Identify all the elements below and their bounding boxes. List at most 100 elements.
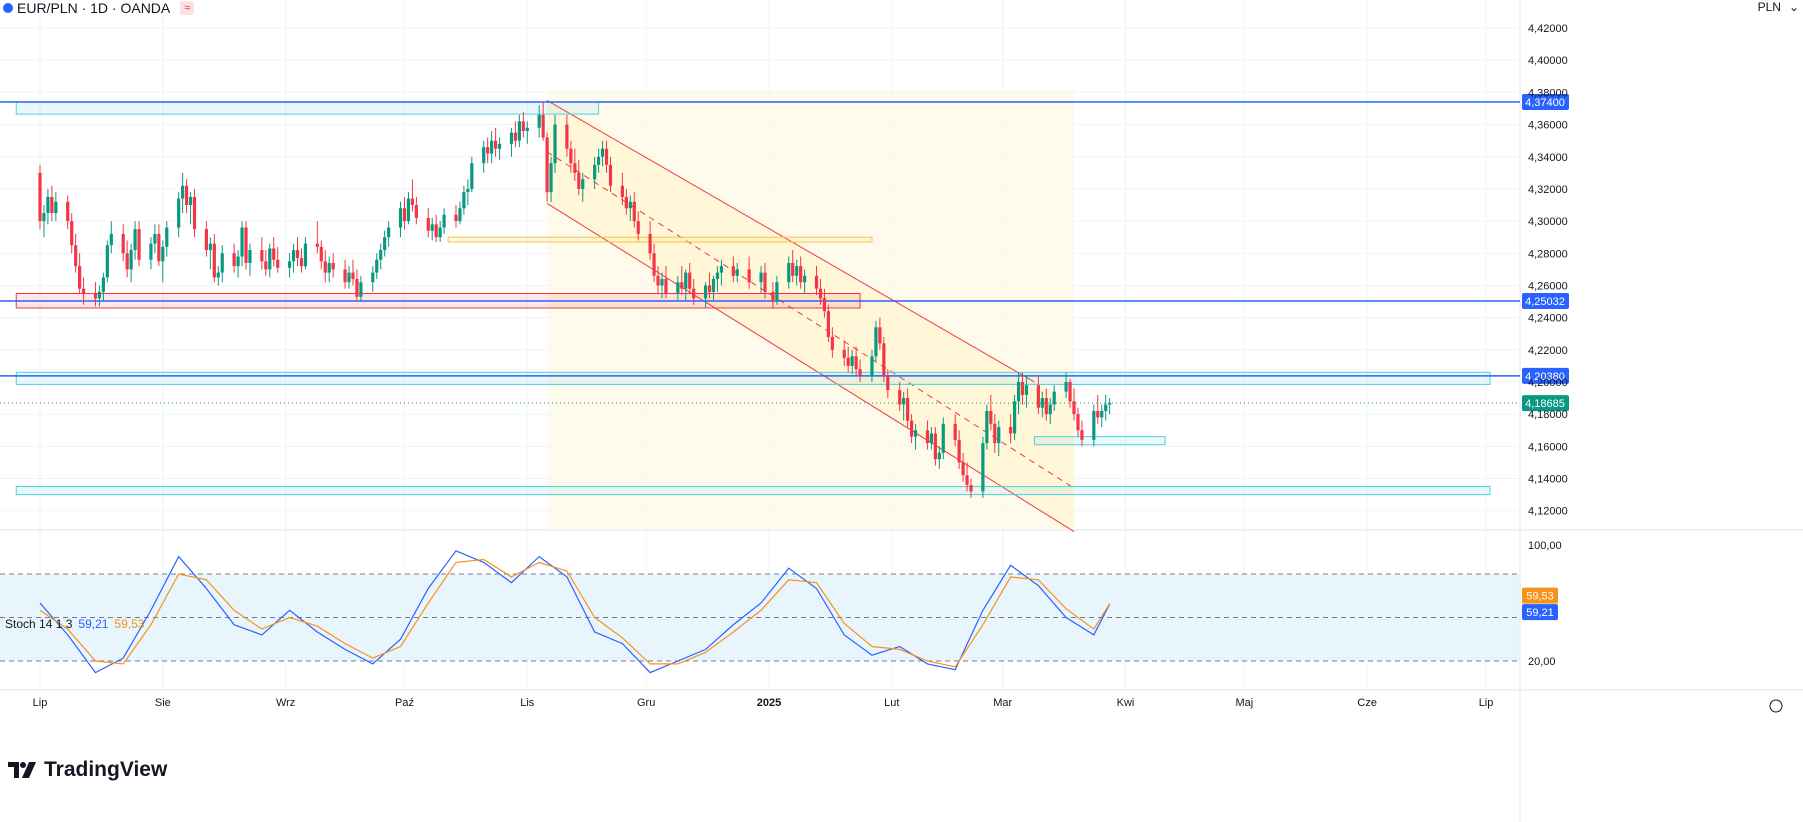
candle-body-2	[46, 196, 50, 214]
price-tick-9: 4,30000	[1528, 216, 1568, 228]
candle-body-12	[101, 277, 105, 292]
candle-body-27	[184, 185, 189, 206]
candle-body-31	[208, 243, 212, 251]
candle-body-127	[747, 269, 751, 283]
candle-body-190	[1104, 404, 1108, 411]
candle-body-55	[343, 269, 347, 283]
tradingview-logo[interactable]: TradingView	[8, 758, 167, 782]
candle-body-88	[521, 121, 525, 132]
candle-body-120	[703, 285, 708, 299]
candle-body-114	[664, 279, 668, 294]
candle-body-135	[799, 266, 803, 283]
time-tick-12: Lip	[1479, 697, 1494, 709]
time-tick-4: Lis	[520, 697, 535, 709]
candle-body-189	[1100, 410, 1104, 418]
candle-body-159	[933, 433, 937, 460]
candle-body-145	[854, 356, 858, 370]
candle-body-103	[604, 148, 609, 165]
last-price-label: 4,18685	[1525, 398, 1565, 410]
candle-body-67	[406, 198, 411, 222]
candle-body-122	[711, 279, 716, 292]
candle-body-163	[957, 439, 961, 463]
candle-body-33	[216, 272, 220, 278]
zone-rect-3	[15, 371, 1491, 385]
candle-body-9	[81, 288, 86, 294]
candle-body-66	[402, 208, 407, 222]
time-tick-1: Sie	[155, 697, 171, 709]
candle-body-175	[1020, 381, 1025, 395]
candle-body-91	[541, 114, 545, 138]
candle-body-4	[54, 201, 58, 214]
candle-body-90	[537, 114, 541, 128]
candle-body-89	[525, 127, 529, 132]
candle-body-166	[969, 484, 973, 492]
candle-body-147	[870, 356, 874, 376]
level-price-tag-1	[1522, 293, 1569, 310]
candle-body-51	[319, 246, 323, 262]
candle-body-97	[573, 163, 577, 173]
stoch-series-line-0	[39, 550, 1111, 674]
candle-body-8	[78, 266, 82, 289]
price-tick-7: 4,26000	[1528, 280, 1568, 292]
candle-body-85	[509, 132, 514, 144]
candle-body-153	[902, 398, 906, 405]
candle-body-162	[953, 423, 957, 440]
candle-body-119	[692, 288, 696, 299]
candle-body-100	[593, 164, 597, 180]
candle-body-154	[906, 398, 910, 421]
tradingview-logo-icon	[8, 762, 36, 778]
candle-body-123	[715, 272, 720, 280]
candle-body-78	[466, 188, 470, 193]
candle-body-169	[989, 410, 993, 424]
level-price-label-2: 4,20380	[1525, 371, 1565, 383]
candle-body-115	[676, 282, 680, 294]
candle-body-64	[387, 227, 391, 238]
candle-body-191	[1108, 402, 1112, 405]
candle-body-94	[553, 124, 557, 164]
candle-body-29	[192, 196, 197, 230]
stoch-value-label-1: 59,53	[1526, 591, 1554, 603]
candle-body-143	[846, 357, 850, 366]
candle-body-99	[581, 179, 585, 189]
candle-body-182	[1064, 381, 1068, 392]
candle-body-68	[410, 198, 415, 206]
candle-body-34	[220, 253, 224, 273]
symbol-title: EUR/PLN · 1D · OANDA	[17, 0, 171, 16]
candle-body-113	[660, 279, 664, 286]
zone-rect-5	[15, 486, 1491, 496]
candle-body-107	[628, 201, 632, 209]
candle-body-118	[688, 272, 692, 289]
symbol-header[interactable]: EUR/PLN · 1D · OANDA ≈	[0, 0, 195, 16]
candle-body-121	[707, 285, 712, 292]
candle-body-81	[486, 147, 490, 154]
stoch-d-value: 59,53	[114, 617, 145, 631]
data-status-badge[interactable]: ≈	[180, 1, 195, 15]
currency-selector[interactable]: PLN ⌄	[1758, 0, 1799, 14]
time-tick-6: 2025	[757, 697, 781, 709]
channel-lower-line	[546, 202, 1075, 533]
candle-body-125	[731, 266, 735, 276]
candle-body-69	[414, 205, 418, 218]
candle-body-174	[1016, 381, 1021, 402]
candle-body-13	[105, 245, 109, 278]
candle-body-98	[577, 172, 581, 189]
candle-body-137	[814, 275, 819, 289]
candle-body-109	[636, 221, 640, 234]
stoch-value-tag-1	[1522, 587, 1558, 604]
settings-gear-icon	[1769, 699, 1783, 713]
candle-body-35	[232, 253, 236, 267]
candle-body-59	[359, 282, 363, 297]
candle-body-149	[878, 327, 882, 344]
time-tick-11: Cze	[1357, 697, 1377, 709]
stoch-value-tag-0	[1522, 604, 1558, 621]
candle-body-76	[458, 208, 462, 222]
candle-body-185	[1076, 414, 1080, 431]
candle-body-83	[494, 140, 498, 149]
indicator-label: Stoch 14 1 3	[5, 617, 73, 631]
indicator-legend[interactable]: Stoch 14 1 3 59,21 59,53	[5, 617, 144, 631]
candle-body-58	[355, 279, 359, 297]
stoch-k-value: 59,21	[78, 617, 109, 631]
candle-body-62	[379, 250, 383, 260]
candle-body-165	[965, 475, 969, 485]
